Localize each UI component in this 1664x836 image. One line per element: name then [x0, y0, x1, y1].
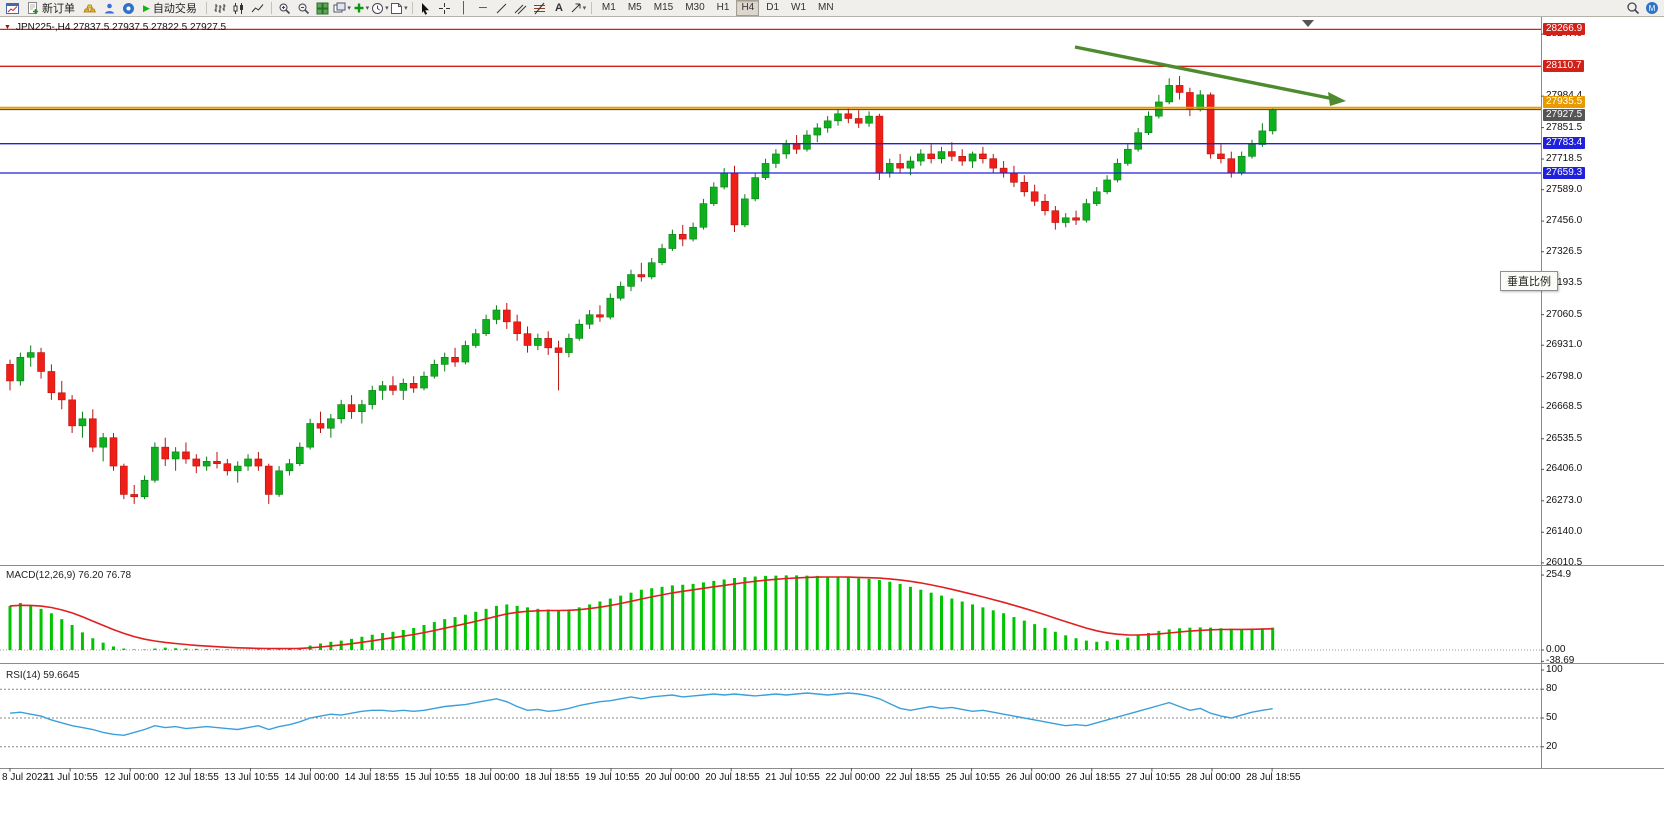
play-icon: ▶ — [143, 2, 150, 13]
periods-clock-icon[interactable]: ▾ — [371, 1, 389, 16]
timeframe-mn[interactable]: MN — [818, 2, 834, 13]
tile-windows-icon[interactable] — [314, 1, 332, 16]
timeframe-h1[interactable]: H1 — [716, 2, 730, 13]
gold-icon[interactable] — [81, 1, 99, 16]
auto-trading-label: 自动交易 — [152, 3, 197, 15]
indicators-add-icon[interactable]: ▾ — [352, 1, 370, 16]
new-order-button[interactable]: 新订单 — [22, 1, 80, 16]
fibonacci-icon[interactable] — [531, 1, 549, 16]
timeframe-h4[interactable]: H4 — [736, 0, 760, 16]
line-chart-icon[interactable] — [249, 1, 267, 16]
mql5-community-icon[interactable]: M — [1643, 1, 1661, 16]
timeframe-toolbar: M1 M5 M15 M30 H1 H4 D1 W1 MN — [596, 0, 840, 16]
chart-window-title: ▼ JPN225-,H4 27837.5 27937.5 27822.5 279… — [4, 22, 226, 33]
new-chart-icon[interactable] — [3, 1, 21, 16]
macd-label: MACD(12,26,9) 76.20 76.78 — [6, 570, 132, 581]
vertical-scale-tooltip: 垂直比例 — [1500, 271, 1558, 291]
timeframe-m5[interactable]: M5 — [627, 2, 642, 13]
vertical-line-icon[interactable]: │ — [460, 1, 468, 14]
auto-trading-button[interactable]: ▶ 自动交易 — [138, 1, 202, 16]
trend-arrow[interactable] — [1074, 45, 1335, 101]
collapse-triangle-icon[interactable]: ▼ — [4, 24, 11, 31]
trend-arrow-head — [1328, 92, 1346, 106]
macd-signal-line — [9, 576, 1273, 650]
horizontal-line-icon[interactable]: ─ — [479, 1, 487, 14]
chevron-down-icon: ▾ — [404, 5, 408, 12]
timeframe-m30[interactable]: M30 — [685, 2, 705, 13]
chart-shift-marker[interactable] — [1302, 20, 1314, 27]
macd-histogram — [8, 575, 1275, 650]
timeframe-m1[interactable]: M1 — [601, 2, 616, 13]
svg-text:M: M — [1649, 4, 1656, 13]
rsi-label: RSI(14) 59.6645 — [6, 670, 80, 681]
timeframe-d1[interactable]: D1 — [766, 2, 780, 13]
cursor-icon[interactable] — [417, 1, 435, 16]
text-tool-icon[interactable]: A — [554, 1, 563, 14]
toolbar-separator — [411, 2, 413, 14]
candles — [6, 75, 1277, 504]
candlestick-chart-icon[interactable] — [230, 1, 248, 16]
new-order-label: 新订单 — [42, 3, 75, 15]
main-toolbar: 新订单 ▶ 自动交易 — [0, 0, 1664, 17]
profile-icon[interactable] — [100, 1, 118, 16]
chevron-down-icon: ▾ — [385, 5, 389, 12]
arrange-windows-icon[interactable]: ▾ — [333, 1, 351, 16]
toolbar-separator — [205, 2, 207, 14]
search-icon[interactable] — [1624, 1, 1642, 16]
toolbar-separator — [270, 2, 272, 14]
chevron-down-icon: ▾ — [582, 5, 587, 12]
templates-icon[interactable]: ▾ — [390, 1, 408, 16]
community-icon[interactable] — [119, 1, 137, 16]
chevron-down-icon: ▾ — [347, 5, 351, 12]
timeframe-w1[interactable]: W1 — [791, 2, 807, 13]
crosshair-icon[interactable] — [436, 1, 454, 16]
arrows-tool-icon[interactable]: ▾ — [569, 1, 587, 16]
zoom-out-icon[interactable] — [295, 1, 313, 16]
trendline-icon[interactable] — [493, 1, 511, 16]
equidistant-channel-icon[interactable] — [512, 1, 530, 16]
zoom-in-icon[interactable] — [276, 1, 294, 16]
rsi-line — [9, 692, 1273, 737]
bar-chart-icon[interactable] — [211, 1, 229, 16]
chevron-down-icon: ▾ — [365, 5, 370, 12]
chart-title-text: JPN225-,H4 27837.5 27937.5 27822.5 27927… — [15, 22, 227, 33]
toolbar-separator — [590, 2, 592, 14]
order-doc-icon — [28, 1, 38, 14]
timeframe-m15[interactable]: M15 — [653, 2, 674, 13]
